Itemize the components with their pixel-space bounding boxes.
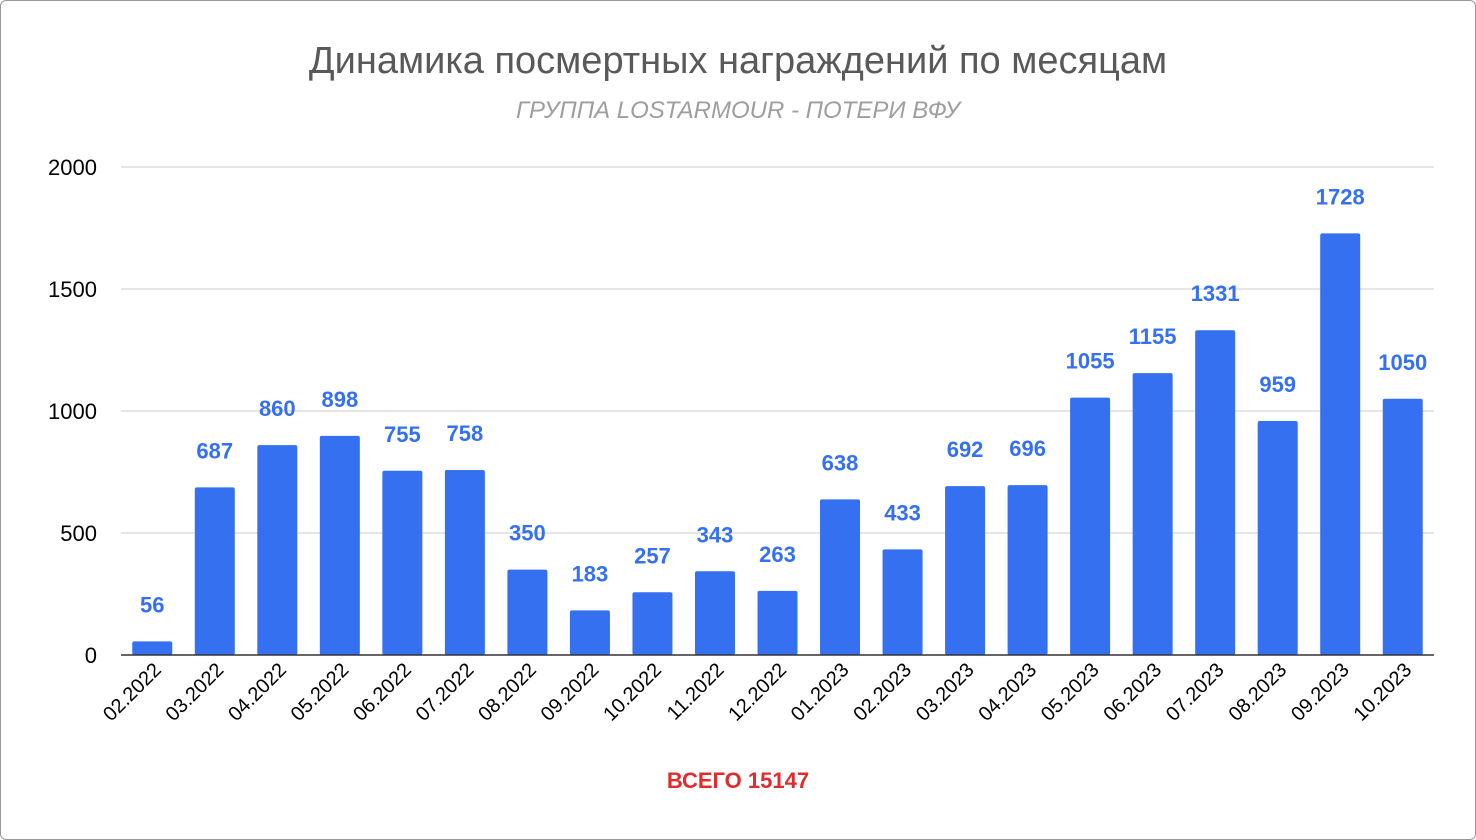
data-label: 898 xyxy=(321,387,358,412)
x-tick-label: 03.2023 xyxy=(912,659,979,726)
data-label: 1331 xyxy=(1191,281,1240,306)
data-label: 692 xyxy=(947,437,984,462)
bar xyxy=(444,470,485,655)
bar xyxy=(1382,398,1423,655)
data-label: 56 xyxy=(140,592,164,617)
x-tick-label: 02.2022 xyxy=(99,659,166,726)
data-label: 758 xyxy=(447,421,484,446)
x-tick-label: 02.2023 xyxy=(849,659,916,726)
data-label: 755 xyxy=(384,422,421,447)
data-label: 687 xyxy=(196,438,233,463)
bar xyxy=(632,592,673,655)
y-tick-label: 1000 xyxy=(48,399,97,424)
data-label: 1055 xyxy=(1066,349,1115,374)
x-axis-ticks: 02.202203.202204.202205.202206.202207.20… xyxy=(99,659,1416,726)
bar xyxy=(382,470,423,655)
bar xyxy=(319,435,360,655)
chart-subtitle: ГРУППА LOSTARMOUR - ПОТЕРИ ВФУ xyxy=(515,97,960,124)
total-label: ВСЕГО 15147 xyxy=(666,768,810,793)
bar xyxy=(1132,373,1173,655)
x-tick-label: 07.2022 xyxy=(412,659,479,726)
bar xyxy=(132,641,173,655)
x-tick-label: 01.2023 xyxy=(787,659,854,726)
data-label: 638 xyxy=(822,450,859,475)
bar xyxy=(820,499,861,655)
bar xyxy=(1007,485,1048,655)
x-tick-label: 09.2023 xyxy=(1287,659,1354,726)
data-label: 183 xyxy=(572,561,609,586)
x-tick-label: 03.2022 xyxy=(162,659,229,726)
bar xyxy=(1320,233,1361,656)
bar xyxy=(1195,330,1236,655)
x-tick-label: 05.2023 xyxy=(1037,659,1104,726)
x-tick-label: 04.2022 xyxy=(224,659,291,726)
bar xyxy=(1070,397,1111,655)
data-label: 860 xyxy=(259,396,296,421)
y-tick-label: 1500 xyxy=(48,277,97,302)
bar xyxy=(694,571,735,655)
bar xyxy=(257,445,298,655)
data-label: 433 xyxy=(884,500,921,525)
data-labels: 56 687 860 898 755 758 350 183 257 343 263 638 433 69… xyxy=(140,184,1427,617)
data-label: 263 xyxy=(759,542,796,567)
chart-title: Динамика посмертных награждений по месяц… xyxy=(308,40,1168,82)
data-label: 1155 xyxy=(1129,324,1177,349)
y-tick-label: 2000 xyxy=(48,155,97,180)
bar xyxy=(569,610,610,655)
bar xyxy=(882,549,923,655)
y-tick-label: 500 xyxy=(60,521,97,546)
x-tick-label: 12.2022 xyxy=(724,659,791,726)
x-tick-label: 10.2022 xyxy=(599,659,666,726)
bar xyxy=(507,569,548,655)
x-tick-label: 06.2022 xyxy=(349,659,416,726)
bar xyxy=(945,486,986,655)
x-tick-label: 09.2022 xyxy=(537,659,604,726)
data-label: 343 xyxy=(697,522,734,547)
x-tick-label: 05.2022 xyxy=(287,659,354,726)
bar xyxy=(1257,421,1298,655)
bar xyxy=(194,487,235,655)
x-tick-label: 11.2022 xyxy=(663,659,729,725)
bars xyxy=(132,233,1423,656)
y-tick-label: 0 xyxy=(85,643,97,668)
gridlines xyxy=(121,166,1434,534)
data-label: 350 xyxy=(509,521,546,546)
x-tick-label: 04.2023 xyxy=(974,659,1041,726)
data-label: 1050 xyxy=(1378,350,1427,375)
bar xyxy=(757,590,798,655)
data-label: 257 xyxy=(634,543,671,568)
y-axis-ticks: 0 500 1000 1500 2000 xyxy=(48,155,97,668)
data-label: 1728 xyxy=(1316,184,1365,209)
x-tick-label: 10.2023 xyxy=(1350,659,1417,726)
x-tick-label: 06.2023 xyxy=(1100,659,1167,726)
x-tick-label: 08.2022 xyxy=(474,659,541,726)
data-label: 696 xyxy=(1009,436,1046,461)
x-tick-label: 08.2023 xyxy=(1225,659,1292,726)
data-label: 959 xyxy=(1259,372,1296,397)
x-tick-label: 07.2023 xyxy=(1162,659,1229,726)
